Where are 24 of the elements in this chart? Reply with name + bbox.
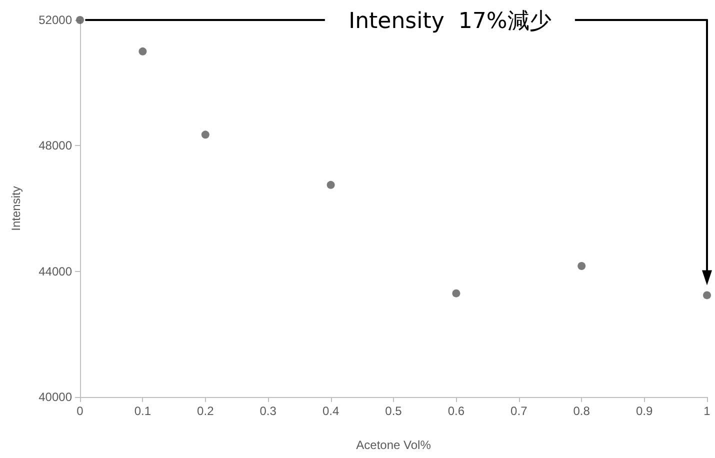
- x-tick-label: 0.2: [197, 404, 214, 418]
- x-tick-label: 0.9: [636, 404, 653, 418]
- y-tick-label: 40000: [38, 390, 72, 404]
- annotation: Intensity 17%減少: [348, 9, 552, 34]
- x-axis-title: Acetone Vol%: [356, 438, 432, 452]
- y-tick-label: 48000: [38, 138, 72, 153]
- x-tick-label: 0.3: [260, 404, 277, 418]
- point: [326, 180, 335, 189]
- y-tick-label: 52000: [38, 13, 72, 27]
- point: [703, 291, 711, 300]
- x-tick-label: 1: [704, 404, 711, 418]
- x-tick-label: 0.5: [385, 404, 402, 418]
- point: [452, 289, 460, 298]
- x-tick-label: 0: [76, 404, 84, 418]
- x-tick-label: 0.1: [134, 404, 152, 418]
- x-tick-label: 0.8: [573, 404, 590, 418]
- x-tick-label: 0.7: [510, 404, 528, 418]
- y-tick-label: 44000: [38, 264, 72, 278]
- x-tick-label: 0.4: [322, 404, 340, 418]
- point: [201, 130, 210, 139]
- x-tick-label: 0.6: [448, 404, 465, 418]
- point: [578, 262, 586, 270]
- y-axis-title: Intensity: [9, 186, 23, 231]
- point: [138, 47, 147, 56]
